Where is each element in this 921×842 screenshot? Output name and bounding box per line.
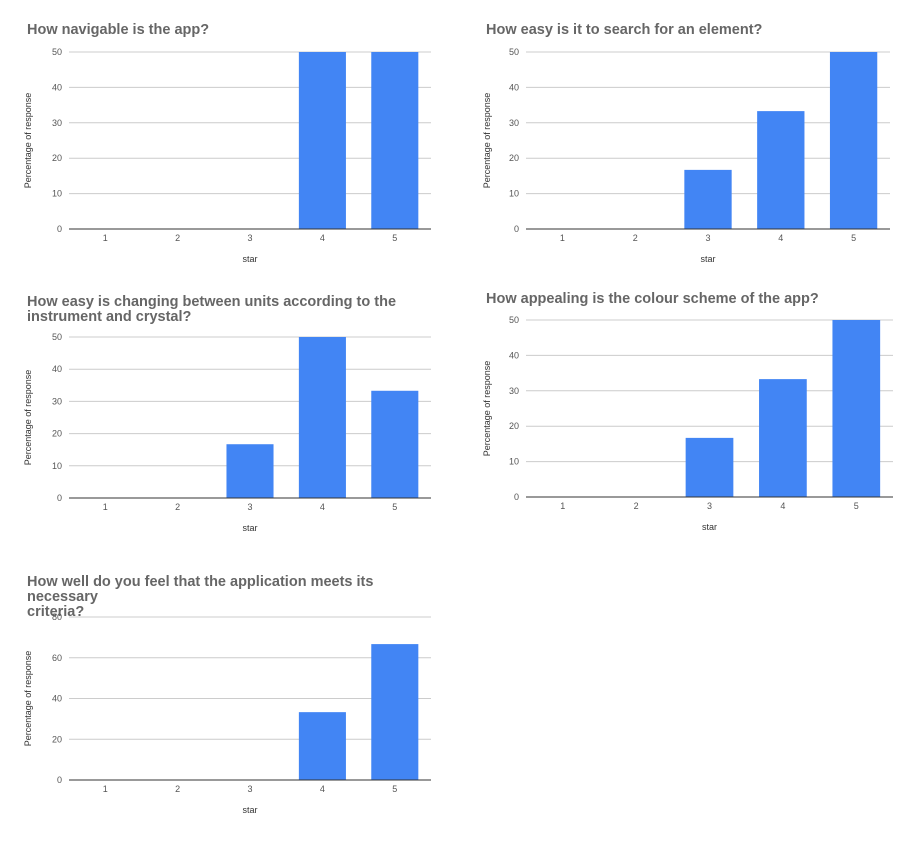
chart-navigable: How navigable is the app? 0 10 20 30 40 50 1 2 3… — [23, 23, 447, 273]
bar — [829, 52, 878, 229]
bar — [371, 52, 419, 229]
y-tick-label: 30 — [509, 386, 519, 396]
x-tick-label: 1 — [103, 784, 108, 794]
y-tick-label: 20 — [52, 429, 62, 439]
y-tick-label: 20 — [509, 153, 519, 163]
chart-criteria: How well do you feel that the applicatio… — [23, 575, 447, 825]
y-tick-label: 80 — [52, 612, 62, 622]
bar — [226, 444, 274, 498]
bar-chart: 0 10 20 30 40 50 1 2 3 4 5 star Percentage of respon… — [23, 332, 431, 533]
y-tick-label: 0 — [514, 224, 519, 234]
x-tick-label: 3 — [247, 502, 252, 512]
x-tick-label: 4 — [320, 502, 325, 512]
chart-colour-scheme: How appealing is the colour scheme of th… — [482, 292, 906, 540]
bar — [371, 644, 419, 780]
x-tick-label: 5 — [392, 233, 397, 243]
x-tick-label: 4 — [320, 784, 325, 794]
x-tick-label: 5 — [392, 784, 397, 794]
chart-title-line: How navigable is the app? — [27, 22, 210, 38]
x-tick-label: 5 — [851, 233, 856, 243]
chart-title: How well do you feel that the applicatio… — [27, 575, 447, 620]
bar — [298, 52, 346, 229]
y-tick-label: 50 — [509, 315, 519, 325]
x-tick-label: 2 — [175, 784, 180, 794]
x-axis-title: star — [702, 522, 717, 532]
chart-title: How appealing is the colour scheme of th… — [486, 292, 819, 307]
bar-chart: 0 10 20 30 40 50 1 2 3 4 5 star Percentage of respon… — [482, 315, 893, 532]
bar — [684, 169, 732, 229]
y-axis-title: Percentage of response — [23, 93, 33, 189]
bar — [371, 390, 419, 498]
bar — [298, 337, 346, 498]
chart-title-line: instrument and crystal? — [27, 309, 192, 325]
y-tick-label: 20 — [509, 421, 519, 431]
y-axis-title: Percentage of response — [482, 361, 492, 457]
y-tick-label: 60 — [52, 653, 62, 663]
bar — [832, 320, 881, 497]
bar-chart: 0 20 40 60 80 1 2 3 4 5 star Percentage of response — [23, 612, 431, 815]
x-axis-title: star — [700, 254, 715, 264]
y-tick-label: 10 — [52, 189, 62, 199]
x-tick-label: 2 — [175, 233, 180, 243]
y-tick-label: 50 — [52, 47, 62, 57]
y-tick-label: 50 — [509, 47, 519, 57]
chart-title-line: How appealing is the colour scheme of th… — [486, 291, 819, 307]
y-tick-label: 20 — [52, 153, 62, 163]
y-tick-label: 40 — [52, 694, 62, 704]
y-tick-label: 20 — [52, 734, 62, 744]
x-tick-label: 2 — [633, 233, 638, 243]
chart-search-ease: How easy is it to search for an element?… — [482, 23, 906, 273]
y-tick-label: 0 — [514, 492, 519, 502]
x-tick-label: 1 — [103, 502, 108, 512]
x-tick-label: 2 — [175, 502, 180, 512]
y-tick-label: 40 — [509, 82, 519, 92]
y-tick-label: 30 — [52, 396, 62, 406]
chart-title-line: How easy is changing between units accor… — [27, 294, 397, 310]
y-tick-label: 10 — [509, 189, 519, 199]
y-tick-label: 40 — [52, 364, 62, 374]
y-axis-title: Percentage of response — [482, 93, 492, 189]
y-tick-label: 50 — [52, 332, 62, 342]
x-axis-title: star — [242, 523, 257, 533]
x-tick-label: 4 — [320, 233, 325, 243]
chart-title-line: How easy is it to search for an element? — [486, 22, 763, 38]
x-axis-title: star — [242, 254, 257, 264]
x-tick-label: 1 — [103, 233, 108, 243]
x-tick-label: 5 — [392, 502, 397, 512]
y-axis-title: Percentage of response — [23, 651, 33, 747]
bar — [685, 437, 734, 497]
chart-title: How navigable is the app? — [27, 23, 209, 38]
bar-chart: 0 10 20 30 40 50 1 2 3 4 5 star Percentage of respon… — [23, 47, 431, 264]
y-tick-label: 40 — [509, 350, 519, 360]
x-tick-label: 3 — [247, 784, 252, 794]
y-tick-label: 30 — [509, 118, 519, 128]
chart-title: How easy is it to search for an element? — [486, 23, 762, 38]
chart-title-line: How well do you feel that the applicatio… — [27, 574, 374, 605]
y-tick-label: 10 — [509, 457, 519, 467]
chart-title: How easy is changing between units accor… — [27, 295, 396, 325]
y-axis-title: Percentage of response — [23, 370, 33, 466]
x-tick-label: 5 — [854, 501, 859, 511]
x-axis-title: star — [242, 805, 257, 815]
x-tick-label: 3 — [707, 501, 712, 511]
y-tick-label: 30 — [52, 118, 62, 128]
x-tick-label: 4 — [780, 501, 785, 511]
bar — [298, 712, 346, 780]
bar — [757, 111, 805, 229]
x-tick-label: 4 — [778, 233, 783, 243]
y-tick-label: 0 — [57, 775, 62, 785]
x-tick-label: 3 — [705, 233, 710, 243]
chart-unit-switching: How easy is changing between units accor… — [23, 295, 447, 540]
x-tick-label: 2 — [634, 501, 639, 511]
bar — [759, 379, 807, 497]
x-tick-label: 1 — [560, 501, 565, 511]
y-tick-label: 0 — [57, 493, 62, 503]
y-tick-label: 0 — [57, 224, 62, 234]
chart-title-line: criteria? — [27, 604, 85, 620]
bar-chart: 0 10 20 30 40 50 1 2 3 4 5 star Percentage of respon… — [482, 47, 890, 264]
x-tick-label: 1 — [560, 233, 565, 243]
x-tick-label: 3 — [247, 233, 252, 243]
y-tick-label: 10 — [52, 461, 62, 471]
y-tick-label: 40 — [52, 82, 62, 92]
